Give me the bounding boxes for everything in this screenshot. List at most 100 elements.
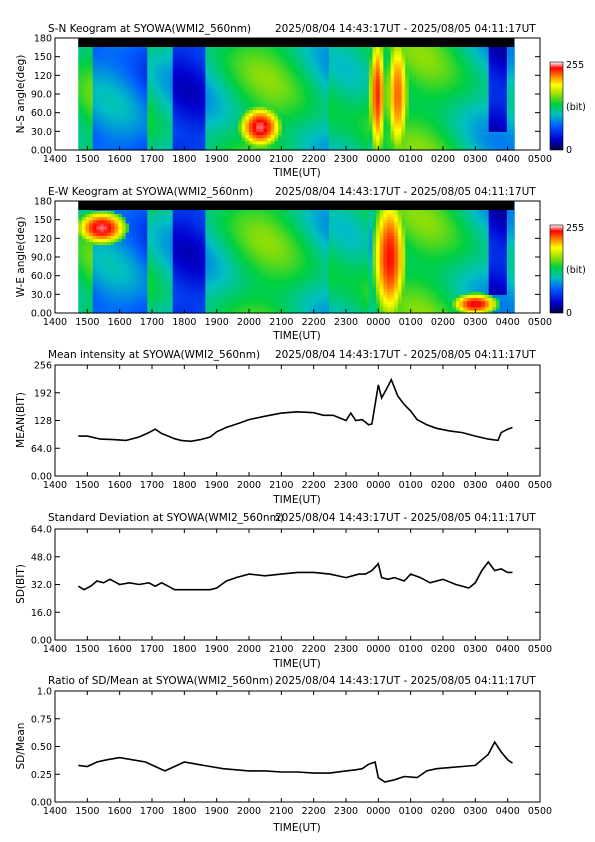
heatmap-cell — [179, 125, 185, 129]
heatmap-cell — [339, 62, 345, 67]
heatmap-cell — [78, 134, 83, 139]
heatmap-cell — [426, 118, 432, 123]
heatmap-cell — [96, 213, 101, 218]
heatmap-cell — [394, 66, 399, 70]
heatmap-cell — [172, 87, 177, 92]
heatmap-cell — [350, 50, 355, 55]
heatmap-cell — [132, 128, 137, 132]
heatmap-cell — [110, 263, 116, 267]
heatmap-cell — [481, 94, 486, 98]
heatmap-cell — [241, 81, 246, 86]
heatmap-cell — [379, 62, 384, 67]
heatmap-cell — [234, 81, 239, 86]
heatmap-cell — [216, 137, 221, 142]
heatmap-cell — [267, 100, 272, 104]
heatmap-cell — [103, 122, 108, 126]
heatmap-cell — [172, 131, 177, 136]
heatmap-cell — [459, 137, 464, 142]
heatmap-cell — [419, 140, 424, 145]
heatmap-cell — [190, 87, 196, 92]
heatmap-cell — [408, 47, 414, 52]
heatmap-cell — [198, 97, 203, 101]
heatmap-cell — [209, 59, 214, 64]
heatmap-cell — [125, 241, 130, 246]
heatmap-cell — [408, 112, 414, 117]
heatmap-cell — [143, 84, 148, 89]
heatmap-cell — [361, 131, 366, 136]
heatmap-cell — [129, 137, 134, 142]
heatmap-cell — [506, 137, 512, 142]
heatmap-cell — [456, 59, 461, 64]
heatmap-cell — [379, 59, 384, 64]
heatmap-cell — [361, 75, 366, 80]
heatmap-cell — [256, 118, 261, 123]
heatmap-cell — [150, 50, 156, 55]
heatmap-cell — [114, 140, 119, 145]
heatmap-cell — [96, 309, 101, 314]
heatmap-cell — [154, 69, 159, 73]
heatmap-cell — [314, 87, 319, 92]
heatmap-cell — [466, 131, 472, 136]
heatmap-cell — [121, 59, 127, 64]
heatmap-cell — [227, 97, 232, 101]
heatmap-cell — [441, 94, 446, 98]
heatmap-cell — [267, 112, 272, 117]
heatmap-cell — [187, 84, 192, 89]
heatmap-cell — [379, 84, 384, 89]
heatmap-cell — [481, 131, 486, 136]
heatmap-cell — [485, 69, 490, 73]
heatmap-cell — [190, 78, 196, 83]
heatmap-cell — [241, 112, 246, 117]
heatmap-cell — [307, 87, 312, 92]
heatmap-cell — [129, 50, 134, 55]
heatmap-cell — [125, 306, 130, 311]
heatmap-cell — [81, 263, 87, 267]
heatmap-cell — [445, 131, 450, 136]
heatmap-cell — [147, 50, 152, 55]
heatmap-cell — [456, 128, 461, 132]
heatmap-cell — [125, 272, 130, 277]
heatmap-cell — [466, 100, 472, 104]
heatmap-cell — [241, 115, 246, 120]
heatmap-cell — [263, 66, 268, 70]
heatmap-cell — [103, 260, 108, 264]
heatmap-cell — [81, 62, 87, 67]
heatmap-cell — [466, 47, 472, 52]
heatmap-cell — [492, 122, 497, 126]
heatmap-cell — [481, 47, 486, 52]
heatmap-cell — [292, 137, 297, 142]
heatmap-cell — [357, 62, 363, 67]
heatmap-cell — [205, 87, 210, 92]
heatmap-cell — [379, 125, 384, 129]
heatmap-cell — [423, 118, 428, 123]
heatmap-cell — [114, 137, 119, 142]
heatmap-cell — [118, 288, 123, 292]
heatmap-cell — [303, 125, 308, 129]
heatmap-cell — [321, 69, 326, 73]
heatmap-cell — [379, 112, 384, 117]
heatmap-cell — [383, 103, 388, 108]
heatmap-cell — [495, 47, 501, 52]
heatmap-cell — [419, 97, 424, 101]
heatmap-cell — [296, 146, 301, 151]
heatmap-cell — [121, 257, 127, 261]
heatmap-cell — [499, 72, 504, 76]
heatmap-cell — [278, 47, 283, 52]
heatmap-cell — [336, 90, 341, 95]
heatmap-cell — [212, 109, 217, 114]
heatmap-cell — [499, 94, 504, 98]
heatmap-cell — [129, 210, 134, 215]
heatmap-cell — [230, 137, 236, 142]
heatmap-cell — [96, 260, 101, 264]
heatmap-cell — [219, 106, 225, 111]
heatmap-cell — [285, 72, 290, 76]
heatmap-cell — [318, 131, 323, 136]
heatmap-cell — [281, 90, 286, 95]
heatmap-cell — [314, 53, 319, 58]
heatmap-cell — [361, 122, 366, 126]
heatmap-cell — [292, 146, 297, 151]
heatmap-cell — [187, 100, 192, 104]
heatmap-cell — [397, 140, 403, 145]
heatmap-cell — [357, 115, 363, 120]
heatmap-cell — [376, 122, 381, 126]
